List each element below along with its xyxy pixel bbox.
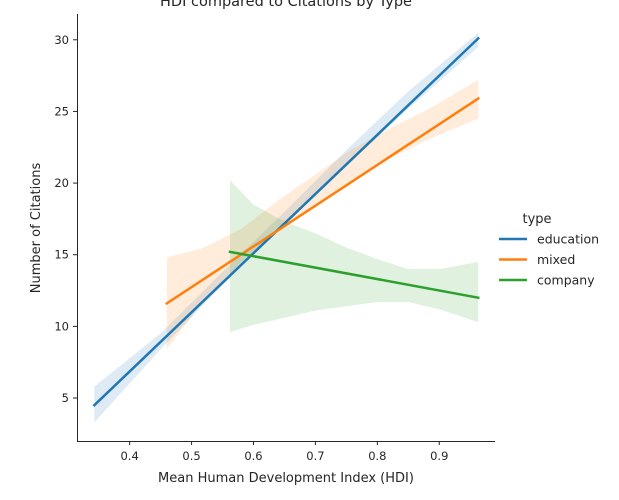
y-tick-label: 20 xyxy=(54,176,69,190)
y-axis-label: Number of Citations xyxy=(29,163,44,294)
confidence-bands xyxy=(94,32,479,423)
regression-line-education xyxy=(92,36,481,407)
y-tick-label: 5 xyxy=(62,391,69,405)
x-tick-label: 0.9 xyxy=(430,449,448,463)
regression-lines xyxy=(92,36,481,407)
y-tick-label: 30 xyxy=(54,33,69,47)
legend-label-company: company xyxy=(537,273,595,288)
x-axis-label: Mean Human Development Index (HDI) xyxy=(158,471,414,486)
confidence-band-mixed xyxy=(166,79,479,350)
legend-title: type xyxy=(522,212,551,227)
regression-line-mixed xyxy=(165,96,481,306)
y-tick-label: 10 xyxy=(54,319,69,333)
chart-title: HDI compared to Citations by Type xyxy=(160,0,412,10)
x-tick-label: 0.4 xyxy=(120,449,138,463)
y-axis-ticks: 5 10 15 20 25 30 xyxy=(54,33,77,405)
x-axis-ticks: 0.4 0.5 0.6 0.7 0.8 0.9 xyxy=(120,441,448,463)
x-tick-label: 0.5 xyxy=(182,449,200,463)
regression-line-company xyxy=(228,250,480,300)
confidence-band-company xyxy=(230,180,479,333)
x-tick-label: 0.6 xyxy=(244,449,262,463)
y-tick-label: 15 xyxy=(54,248,69,262)
x-tick-label: 0.8 xyxy=(368,449,386,463)
legend-label-mixed: mixed xyxy=(537,252,575,267)
legend: type education mixed company xyxy=(499,212,599,288)
legend-label-education: education xyxy=(537,232,599,247)
y-tick-label: 25 xyxy=(54,104,69,118)
x-tick-label: 0.7 xyxy=(306,449,324,463)
